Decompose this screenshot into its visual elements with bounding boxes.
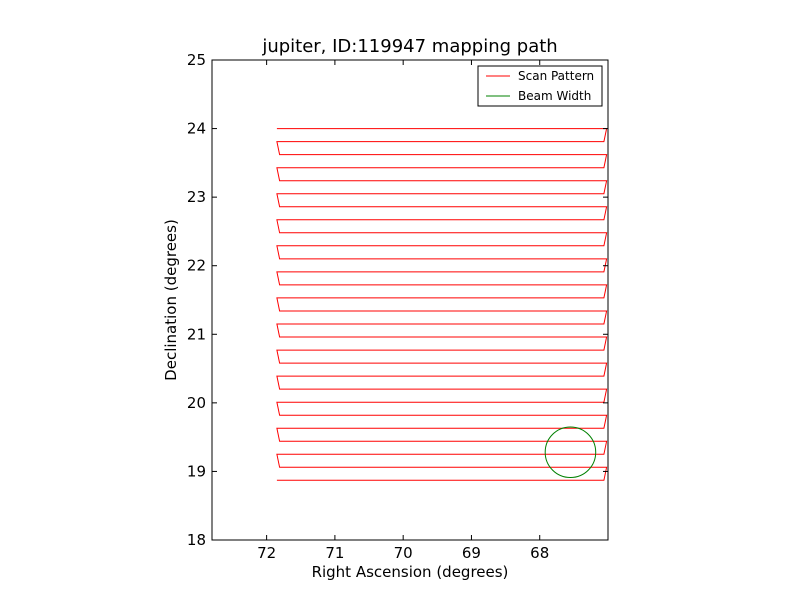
y-tick-label: 18 [187, 531, 206, 549]
x-tick-label: 72 [257, 544, 276, 562]
beam-width-circle [544, 426, 597, 478]
y-tick-label: 25 [187, 51, 206, 69]
x-tick-label: 70 [394, 544, 413, 562]
x-axis-label: Right Ascension (degrees) [312, 563, 509, 581]
x-tick-label: 71 [325, 544, 344, 562]
x-tick-label: 69 [462, 544, 481, 562]
y-tick-label: 20 [187, 394, 206, 412]
legend: Scan Pattern Beam Width [477, 65, 603, 107]
legend-box [477, 65, 603, 107]
y-tick-label: 22 [187, 257, 206, 275]
y-tick-label: 24 [187, 120, 206, 138]
chart-title: jupiter, ID:119947 mapping path [261, 36, 557, 57]
scan-pattern-line [276, 128, 608, 481]
y-tick-label: 23 [187, 188, 206, 206]
plot-area [212, 60, 608, 540]
y-tick-label: 21 [187, 325, 206, 343]
y-tick-label: 19 [187, 462, 206, 480]
y-axis-label: Declination (degrees) [162, 219, 180, 381]
legend-label-scan-pattern: Scan Pattern [518, 69, 594, 83]
ticks-layer: 72 71 70 69 68 18 19 20 21 22 23 24 25 [187, 51, 608, 562]
plot-frame [211, 59, 609, 541]
data-layer [276, 128, 608, 481]
x-tick-label: 68 [530, 544, 549, 562]
legend-label-beam-width: Beam Width [518, 89, 591, 103]
